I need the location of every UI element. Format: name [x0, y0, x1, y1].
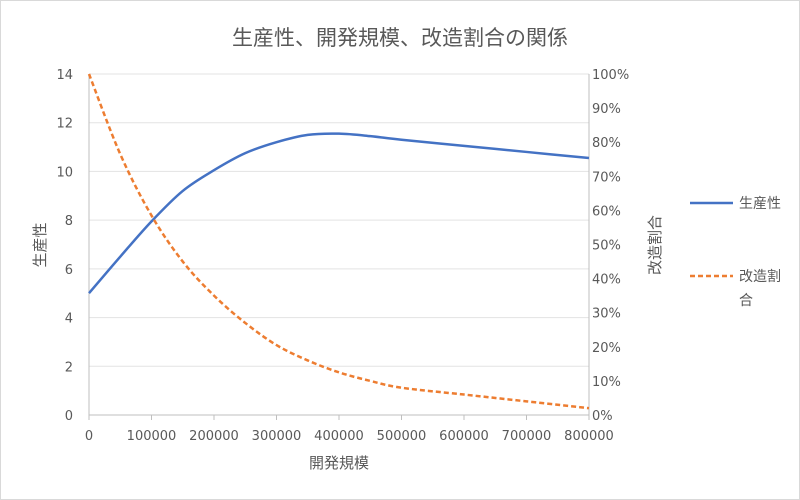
- y-right-tick-label: 10%: [592, 375, 621, 390]
- y-right-tick-label: 50%: [592, 239, 621, 254]
- chart-title: 生産性、開発規模、改造割合の関係: [232, 26, 568, 50]
- x-tick-label: 400000: [314, 429, 364, 444]
- x-tick-label: 600000: [439, 429, 489, 444]
- y-axis-left-label: 生産性: [31, 222, 49, 267]
- legend-label-modification-ratio: 改造割 合: [739, 268, 785, 309]
- legend: 生産性 改造割 合: [690, 196, 785, 309]
- y-right-tick-label: 60%: [592, 204, 621, 219]
- series-lines: [87, 73, 590, 410]
- x-tick-label: 700000: [502, 429, 552, 444]
- y-right-tick-label: 90%: [592, 102, 621, 117]
- y-left-tick-label: 6: [65, 263, 73, 278]
- x-tick-label: 800000: [564, 429, 614, 444]
- y-left-tick-label: 8: [65, 214, 73, 229]
- y-left-tick-label: 14: [56, 68, 73, 83]
- x-tick-label: 200000: [189, 429, 239, 444]
- y-axis-right-label: 改造割合: [646, 215, 664, 275]
- x-tick-label: 100000: [127, 429, 177, 444]
- y-right-tick-label: 0%: [592, 409, 613, 424]
- y-right-tick-label: 30%: [592, 307, 621, 322]
- legend-label-productivity: 生産性: [739, 196, 781, 212]
- x-tick-label: 300000: [252, 429, 302, 444]
- series-line-productivity: [88, 132, 590, 295]
- y-right-tick-label: 80%: [592, 136, 621, 151]
- tick-labels: 0 2 4 6 8 10 12 14 0% 10% 20% 30% 40% 50% 60% 70% 80% 90%…: [56, 68, 629, 444]
- series-line-modification-ratio: [87, 73, 590, 410]
- legend-item-modification-ratio: 改造割 合: [690, 268, 785, 309]
- y-right-tick-label: 70%: [592, 170, 621, 185]
- x-tick-label: 0: [85, 429, 93, 444]
- y-left-tick-label: 2: [65, 360, 73, 375]
- x-tick-label: 500000: [377, 429, 427, 444]
- x-axis-label: 開発規模: [309, 454, 369, 472]
- gridlines: [89, 73, 589, 367]
- y-right-tick-label: 40%: [592, 273, 621, 288]
- y-right-tick-label: 20%: [592, 341, 621, 356]
- y-left-tick-label: 4: [65, 312, 73, 327]
- y-left-tick-label: 0: [65, 409, 73, 424]
- axes: [88, 74, 590, 420]
- legend-item-productivity: 生産性: [690, 196, 781, 212]
- y-left-tick-label: 10: [56, 165, 73, 180]
- legend-label-line-2: 合: [739, 293, 753, 309]
- y-left-tick-label: 12: [56, 117, 73, 132]
- y-right-tick-label: 100%: [592, 68, 629, 83]
- legend-label-line-1: 改造割: [739, 268, 781, 285]
